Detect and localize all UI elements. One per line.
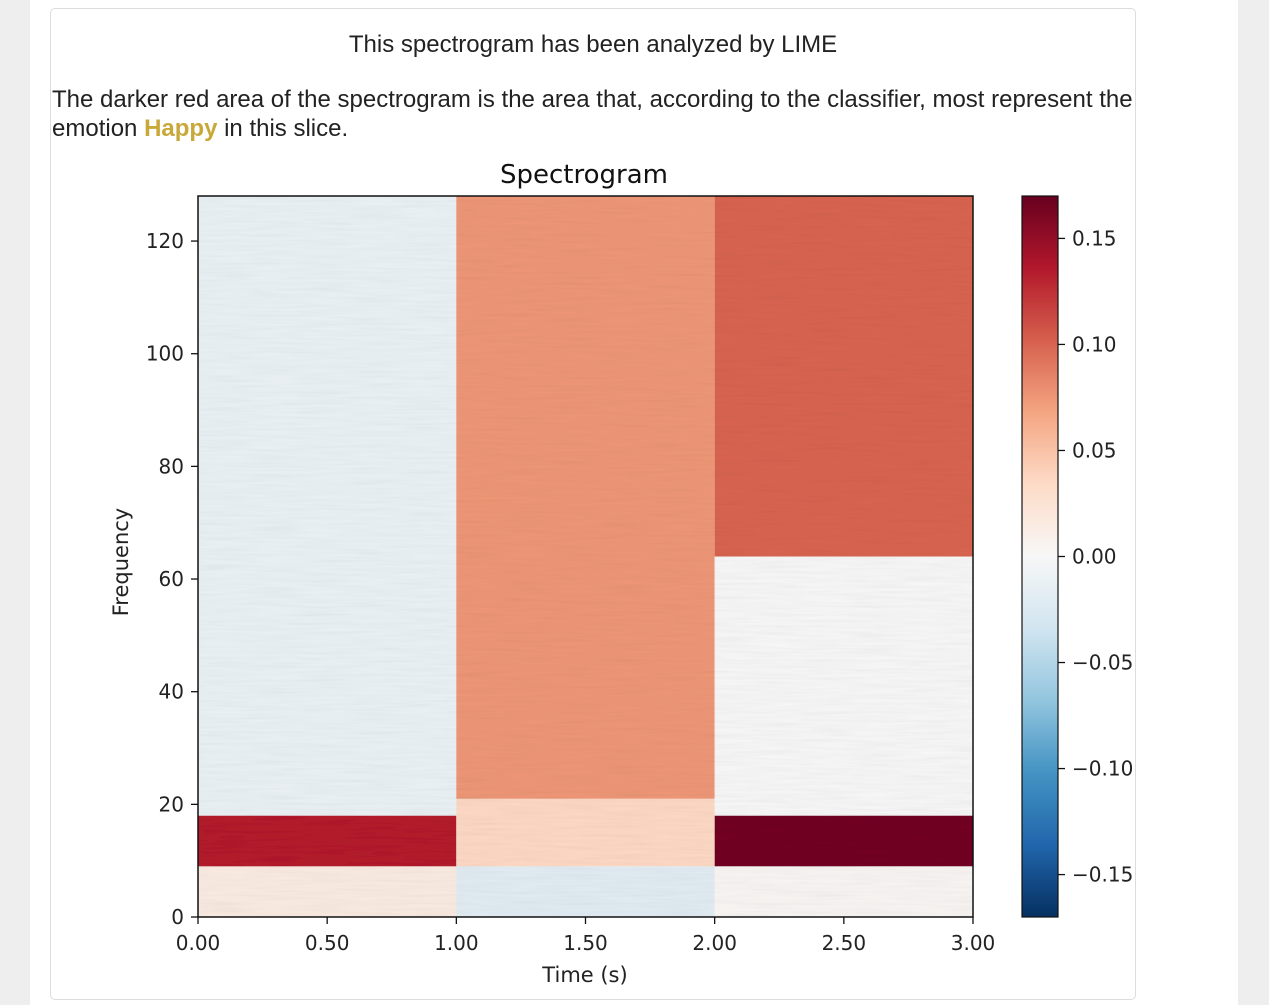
colorbar-tick-label: 0.00 (1072, 545, 1117, 569)
emotion-label: Happy (144, 115, 218, 142)
card-title: This spectrogram has been analyzed by LI… (348, 31, 838, 58)
y-tick-label: 120 (146, 229, 184, 253)
x-tick-label: 1.50 (563, 931, 608, 955)
x-tick-label: 0.50 (305, 931, 350, 955)
y-axis: 0 20 40 60 80 100 120 (146, 229, 198, 929)
heatmap-segment-9 (714, 196, 973, 557)
heatmap-cells (198, 196, 973, 917)
colorbar-tick-label: −0.15 (1072, 863, 1133, 887)
x-axis-label: Time (s) (541, 963, 627, 987)
heatmap-segment-7 (714, 815, 973, 867)
colorbar-tick-label: 0.10 (1072, 332, 1117, 356)
description-prefix: The darker red area of the spectrogram i… (52, 86, 1133, 142)
y-tick-label: 80 (159, 454, 184, 478)
x-tick-label: 3.00 (951, 931, 996, 955)
y-tick-label: 20 (159, 792, 184, 816)
x-axis: 0.00 0.50 1.00 1.50 2.00 2.50 3.00 (176, 917, 996, 955)
y-tick-label: 100 (146, 342, 184, 366)
colorbar-tick-label: 0.15 (1072, 226, 1117, 250)
colorbar (1021, 195, 1059, 918)
x-tick-label: 1.00 (434, 931, 479, 955)
x-tick-label: 0.00 (176, 931, 221, 955)
heatmap-segment-8 (714, 556, 973, 816)
heatmap-segment-0 (198, 866, 457, 917)
colorbar-tick-label: 0.05 (1072, 438, 1117, 462)
heatmap-segment-2 (198, 196, 457, 816)
heatmap-segment-5 (456, 196, 715, 799)
colorbar-axis: 0.15 0.10 0.05 0.00 −0.05 −0.10 −0.15 (1058, 226, 1133, 887)
x-tick-label: 2.00 (692, 931, 737, 955)
y-tick-label: 0 (171, 905, 184, 929)
heatmap-segment-1 (198, 815, 457, 867)
y-tick-label: 40 (159, 680, 184, 704)
y-axis-label: Frequency (109, 508, 133, 617)
heatmap-segment-6 (714, 866, 973, 917)
colorbar-tick-label: −0.05 (1072, 651, 1133, 675)
lime-description: The darker red area of the spectrogram i… (52, 85, 1138, 143)
heatmap-segment-3 (456, 866, 715, 917)
heatmap-segment-4 (456, 798, 715, 867)
x-tick-label: 2.50 (822, 931, 867, 955)
colorbar-tick-label: −0.10 (1072, 757, 1133, 781)
description-suffix: in this slice. (217, 115, 349, 142)
chart-title: Spectrogram (500, 160, 668, 190)
y-tick-label: 60 (159, 567, 184, 591)
